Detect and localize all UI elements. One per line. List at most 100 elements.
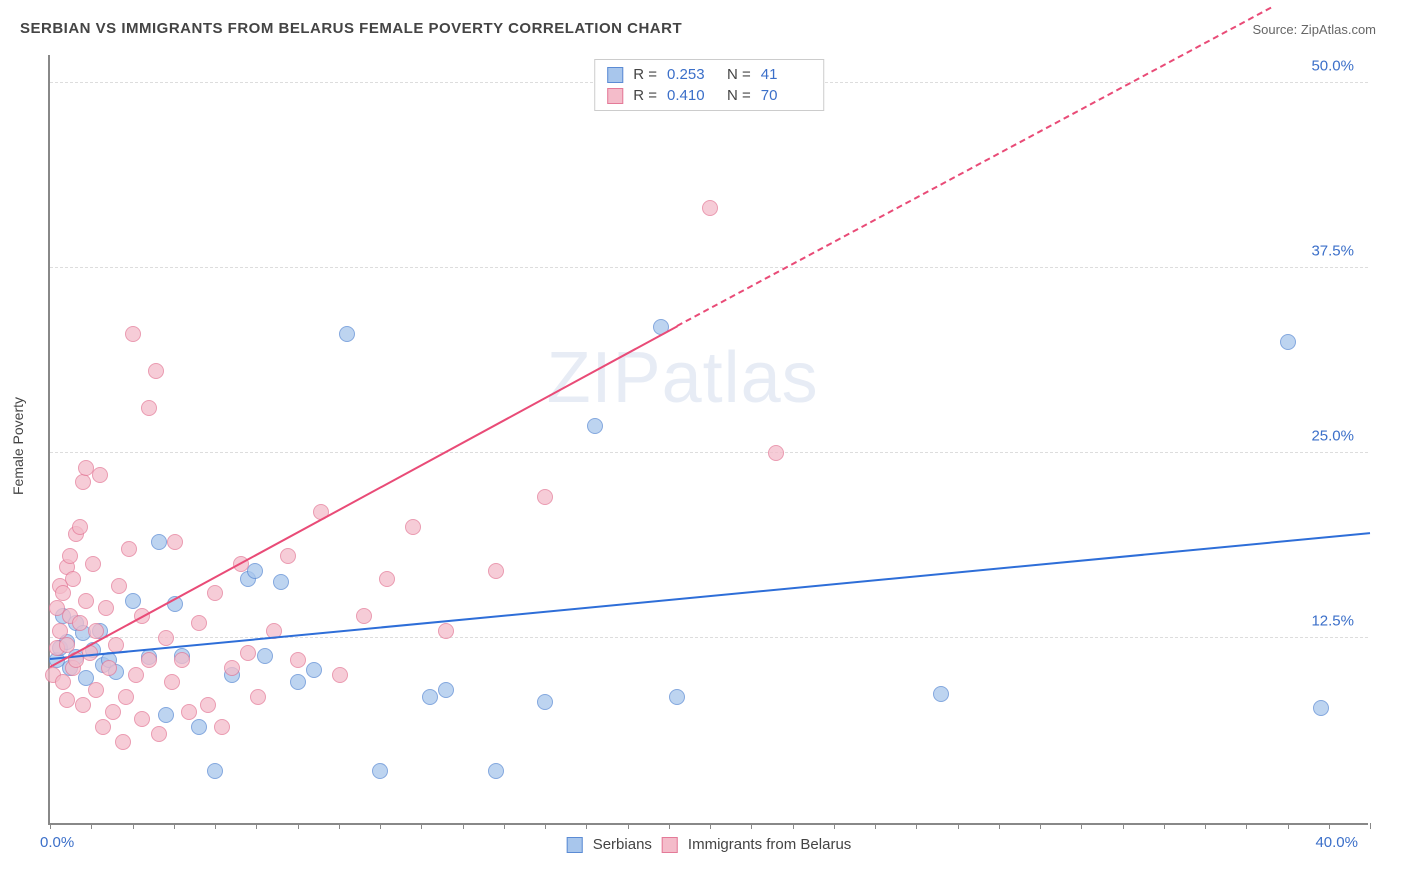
x-tick-mark — [669, 823, 670, 829]
data-point — [587, 418, 603, 434]
x-tick-mark — [256, 823, 257, 829]
data-point — [158, 707, 174, 723]
x-tick-mark — [421, 823, 422, 829]
data-point — [98, 600, 114, 616]
x-tick-max: 40.0% — [1315, 834, 1358, 851]
gridline — [50, 452, 1368, 453]
data-point — [207, 763, 223, 779]
x-tick-mark — [380, 823, 381, 829]
data-point — [702, 200, 718, 216]
y-tick-label: 12.5% — [1311, 612, 1354, 629]
data-point — [141, 400, 157, 416]
swatch-serbians — [567, 837, 583, 853]
x-tick-min: 0.0% — [40, 834, 74, 851]
chart-title: SERBIAN VS IMMIGRANTS FROM BELARUS FEMAL… — [20, 20, 682, 37]
x-tick-mark — [50, 823, 51, 829]
n-label: N = — [727, 87, 751, 104]
data-point — [356, 608, 372, 624]
series-legend: Serbians Immigrants from Belarus — [567, 836, 852, 853]
x-tick-mark — [586, 823, 587, 829]
x-tick-mark — [1123, 823, 1124, 829]
data-point — [191, 719, 207, 735]
data-point — [55, 585, 71, 601]
data-point — [65, 571, 81, 587]
data-point — [167, 534, 183, 550]
data-point — [105, 704, 121, 720]
data-point — [72, 615, 88, 631]
watermark: ZIPatlas — [547, 337, 819, 419]
swatch-belarus — [662, 837, 678, 853]
data-point — [280, 548, 296, 564]
data-point — [88, 682, 104, 698]
data-point — [125, 593, 141, 609]
r-label: R = — [633, 87, 657, 104]
data-point — [257, 648, 273, 664]
y-tick-label: 37.5% — [1311, 242, 1354, 259]
data-point — [438, 682, 454, 698]
x-tick-mark — [999, 823, 1000, 829]
x-tick-mark — [916, 823, 917, 829]
data-point — [101, 660, 117, 676]
data-point — [306, 662, 322, 678]
x-tick-mark — [1164, 823, 1165, 829]
data-point — [121, 541, 137, 557]
r-label: R = — [633, 66, 657, 83]
data-point — [141, 652, 157, 668]
data-point — [59, 692, 75, 708]
data-point — [59, 637, 75, 653]
x-tick-mark — [1329, 823, 1330, 829]
data-point — [207, 585, 223, 601]
legend-label-belarus: Immigrants from Belarus — [688, 836, 851, 853]
x-tick-mark — [834, 823, 835, 829]
x-tick-mark — [545, 823, 546, 829]
source-label: Source: ZipAtlas.com — [1252, 22, 1376, 37]
x-tick-mark — [1246, 823, 1247, 829]
r-value-belarus: 0.410 — [667, 87, 717, 104]
x-tick-mark — [793, 823, 794, 829]
data-point — [537, 489, 553, 505]
data-point — [422, 689, 438, 705]
data-point — [933, 686, 949, 702]
data-point — [75, 474, 91, 490]
data-point — [151, 726, 167, 742]
x-tick-mark — [133, 823, 134, 829]
data-point — [200, 697, 216, 713]
x-tick-mark — [710, 823, 711, 829]
data-point — [72, 519, 88, 535]
x-tick-mark — [875, 823, 876, 829]
x-tick-mark — [298, 823, 299, 829]
x-tick-mark — [215, 823, 216, 829]
x-tick-mark — [1288, 823, 1289, 829]
stats-row-belarus: R = 0.410 N = 70 — [607, 85, 811, 106]
x-tick-mark — [504, 823, 505, 829]
x-tick-mark — [1205, 823, 1206, 829]
data-point — [379, 571, 395, 587]
x-tick-mark — [751, 823, 752, 829]
stats-legend: R = 0.253 N = 41 R = 0.410 N = 70 — [594, 59, 824, 111]
n-value-belarus: 70 — [761, 87, 811, 104]
data-point — [488, 563, 504, 579]
data-point — [128, 667, 144, 683]
data-point — [95, 719, 111, 735]
swatch-serbians — [607, 67, 623, 83]
data-point — [191, 615, 207, 631]
stats-row-serbians: R = 0.253 N = 41 — [607, 64, 811, 85]
data-point — [158, 630, 174, 646]
data-point — [768, 445, 784, 461]
x-tick-mark — [1040, 823, 1041, 829]
x-tick-mark — [628, 823, 629, 829]
data-point — [62, 548, 78, 564]
plot-area: ZIPatlas 12.5%25.0%37.5%50.0% 0.0% 40.0%… — [48, 55, 1368, 825]
data-point — [488, 763, 504, 779]
x-tick-mark — [463, 823, 464, 829]
data-point — [85, 556, 101, 572]
data-point — [151, 534, 167, 550]
data-point — [224, 660, 240, 676]
data-point — [75, 697, 91, 713]
data-point — [118, 689, 134, 705]
data-point — [1280, 334, 1296, 350]
x-tick-mark — [174, 823, 175, 829]
data-point — [125, 326, 141, 342]
y-tick-label: 50.0% — [1311, 57, 1354, 74]
n-label: N = — [727, 66, 751, 83]
